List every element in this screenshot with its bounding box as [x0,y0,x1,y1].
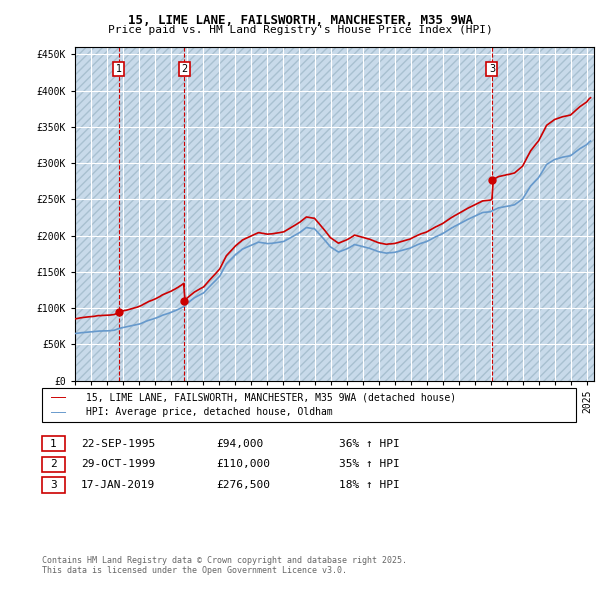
Text: 1: 1 [116,64,122,74]
Text: £110,000: £110,000 [216,460,270,469]
Text: HPI: Average price, detached house, Oldham: HPI: Average price, detached house, Oldh… [86,407,332,417]
Text: Price paid vs. HM Land Registry's House Price Index (HPI): Price paid vs. HM Land Registry's House … [107,25,493,35]
Text: 18% ↑ HPI: 18% ↑ HPI [339,480,400,490]
Text: Contains HM Land Registry data © Crown copyright and database right 2025.
This d: Contains HM Land Registry data © Crown c… [42,556,407,575]
Text: 3: 3 [489,64,495,74]
Text: 17-JAN-2019: 17-JAN-2019 [81,480,155,490]
Text: ——: —— [51,406,74,419]
Text: ——: —— [51,391,74,404]
Text: 2: 2 [181,64,187,74]
Text: 15, LIME LANE, FAILSWORTH, MANCHESTER, M35 9WA (detached house): 15, LIME LANE, FAILSWORTH, MANCHESTER, M… [86,392,456,402]
Text: 35% ↑ HPI: 35% ↑ HPI [339,460,400,469]
Text: 1: 1 [50,439,57,448]
Text: £94,000: £94,000 [216,439,263,448]
Text: 22-SEP-1995: 22-SEP-1995 [81,439,155,448]
Text: 29-OCT-1999: 29-OCT-1999 [81,460,155,469]
Text: 2: 2 [50,460,57,469]
Text: 15, LIME LANE, FAILSWORTH, MANCHESTER, M35 9WA: 15, LIME LANE, FAILSWORTH, MANCHESTER, M… [128,14,473,27]
Text: 36% ↑ HPI: 36% ↑ HPI [339,439,400,448]
Text: £276,500: £276,500 [216,480,270,490]
Text: 3: 3 [50,480,57,490]
